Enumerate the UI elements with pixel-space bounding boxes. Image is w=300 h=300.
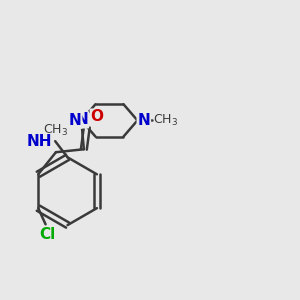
Text: O: O (90, 109, 103, 124)
Text: N: N (69, 113, 82, 128)
Text: NH: NH (27, 134, 52, 149)
Text: N: N (137, 113, 150, 128)
Text: N: N (75, 112, 88, 127)
Text: Cl: Cl (39, 227, 55, 242)
Text: CH$_3$: CH$_3$ (43, 122, 68, 138)
Text: CH$_3$: CH$_3$ (153, 113, 178, 128)
